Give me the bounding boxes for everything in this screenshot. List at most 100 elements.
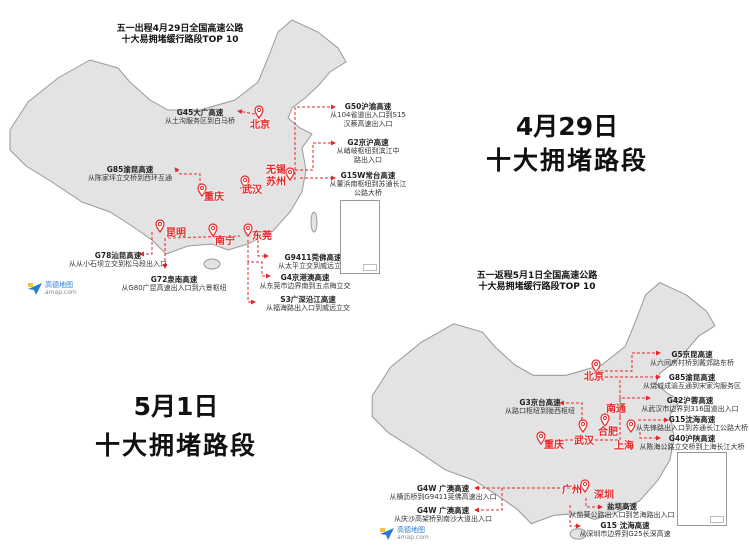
callout-g5: G5京昆高速 从六间房村桥到戴郊路东桥 — [650, 350, 734, 368]
callout-g2: G2京沪高速 从峭岐枢纽到滨江中 路出入口 — [337, 138, 400, 165]
road-section: 公路大桥 — [354, 189, 382, 197]
headline-429-date: 4月29日 — [515, 112, 619, 141]
city-label: 苏州 — [266, 177, 286, 188]
amap-logo: 高德地图 amap.com — [28, 282, 77, 296]
city-label: 武汉 — [242, 185, 262, 196]
logo-url: amap.com — [397, 534, 429, 541]
road-name: G5京昆高速 — [671, 350, 713, 359]
road-name: G4W 广澳高速 — [416, 484, 470, 493]
south-china-sea-inset — [340, 200, 380, 274]
map-pin-icon — [580, 478, 590, 494]
city-label: 南通 — [606, 404, 626, 415]
map-pin-icon — [578, 418, 588, 434]
road-section: 从横沥桥到G9411莞佛高速出入口 — [389, 493, 497, 501]
callout-g3: G3京台高速 从路口枢纽到陇西枢纽 — [505, 398, 575, 416]
map-501-title: 五一返程5月1日全国高速公路 十大易拥堵缓行路段TOP 10 — [477, 271, 598, 293]
city-label: 合肥 — [598, 427, 618, 438]
city-label: 北京 — [584, 372, 604, 383]
road-section: 汉蔡高速出入口 — [343, 120, 393, 128]
city-label: 重庆 — [544, 440, 564, 451]
road-name: G3京台高速 — [519, 398, 561, 407]
road-section: 从从小石坝立交到松马段出入口 — [69, 260, 167, 268]
road-name: G72泉南高速 — [150, 275, 198, 284]
callout-g50: G50沪渝高速 从104省道出入口到S15 汉蔡高速出入口 — [330, 102, 406, 129]
map-pin-icon — [208, 222, 218, 238]
road-section: 从武汉市边界到316国道出入口 — [641, 405, 739, 413]
road-name: G15W常台高速 — [340, 171, 396, 180]
scale-bar — [710, 516, 724, 523]
logo-url: amap.com — [45, 289, 77, 296]
road-section: 从东莞市边界南到五点梅立交 — [259, 282, 351, 290]
road-section: 从深圳市边界到G25长深高速 — [579, 530, 671, 538]
map-pin-icon — [240, 174, 250, 190]
road-section: 从先锋路出入口到苏通长江公路大桥 — [636, 424, 748, 432]
callout-g15-shenhai: G15 沈海高速 从深圳市边界到G25长深高速 — [579, 521, 670, 539]
amap-logo-icon — [28, 283, 42, 295]
road-section: 从盐葵公路出入口到艺海路出入口 — [569, 511, 675, 519]
callout-g4: G4京港澳高速 从东莞市边界南到五点梅立交 — [260, 273, 351, 291]
headline-501-date: 5月1日 — [133, 392, 219, 421]
callout-g40: G40沪陕高速 从陈海公路立交桥到上海长江大桥 — [640, 434, 745, 452]
map-429-title-line1: 五一出程4月29日全国高速公路 — [116, 24, 244, 34]
logo-name: 高德地图 — [45, 281, 73, 289]
callout-g72: G72泉南高速 从G80广昆高速出入口到六景枢纽 — [121, 275, 226, 293]
callout-g4w-1: G4W 广澳高速 从横沥桥到G9411莞佛高速出入口 — [389, 484, 496, 502]
map-429-title: 五一出程4月29日全国高速公路 十大易拥堵缓行路段TOP 10 — [117, 24, 244, 46]
map-429-outline — [9, 19, 347, 270]
map-pin-icon — [626, 418, 636, 434]
city-label: 广州 — [562, 485, 582, 496]
amap-logo: 高德地图 amap.com — [380, 527, 429, 541]
callout-g45: G45大广高速 从土沟服务区到白马桥 — [165, 108, 235, 126]
connector-lines — [139, 104, 669, 529]
map-pin-icon — [254, 104, 264, 120]
road-name: G42沪蓉高速 — [666, 396, 714, 405]
road-name: S3广深沿江高速 — [280, 295, 336, 304]
headline-501-label: 十大拥堵路段 — [94, 431, 258, 460]
city-label: 上海 — [614, 441, 634, 452]
map-429-title-line2: 十大易拥堵缓行路段TOP 10 — [121, 35, 239, 45]
road-section: 从土沟服务区到白马桥 — [165, 117, 235, 125]
road-section: 从太平立交到威远立交 — [278, 262, 348, 270]
map-pin-icon — [600, 412, 610, 428]
road-section: 从陈海公路立交桥到上海长江大桥 — [639, 443, 745, 451]
road-name: G45大广高速 — [176, 108, 224, 117]
city-label: 无锡 — [266, 165, 286, 176]
map-501-title-line2: 十大易拥堵缓行路段TOP 10 — [478, 282, 596, 292]
map-pin-icon — [197, 182, 207, 198]
road-section: 从福海路出入口到威远立交 — [266, 304, 350, 312]
city-label: 昆明 — [166, 228, 186, 239]
city-label: 北京 — [250, 120, 270, 131]
city-label: 重庆 — [204, 192, 224, 203]
road-section: 从庆沙高架桥到南沙大道出入口 — [394, 515, 492, 523]
road-name: 盐坝高速 — [607, 502, 637, 511]
road-name: G85渝昆高速 — [106, 165, 154, 174]
road-section: 从G80广昆高速出入口到六景枢纽 — [121, 284, 227, 292]
callout-g15: G15沈海高速 从先锋路出入口到苏通长江公路大桥 — [636, 415, 748, 433]
scale-bar — [363, 264, 377, 271]
callout-g15w: G15W常台高速 从董浜南枢纽到苏通长江 公路大桥 — [330, 171, 407, 198]
road-section: 从陈家坪立交桥到西环互通 — [88, 174, 172, 182]
map-501-title-line1: 五一返程5月1日全国高速公路 — [476, 271, 598, 281]
south-china-sea-inset — [677, 452, 727, 526]
road-name: G9411莞佛高速 — [284, 253, 342, 262]
callout-g42: G42沪蓉高速 从武汉市边界到316国道出入口 — [641, 396, 738, 414]
road-name: G2京沪高速 — [347, 138, 389, 147]
road-name: G15 沈海高速 — [600, 521, 650, 530]
road-name: G85渝昆高速 — [668, 373, 716, 382]
headline-429-label: 十大拥堵路段 — [485, 146, 649, 175]
road-name: G50沪渝高速 — [344, 102, 392, 111]
road-section: 从烧城成渝互通到宋家沟服务区 — [643, 382, 741, 390]
road-section: 从董浜南枢纽到苏通长江 — [329, 180, 407, 188]
amap-logo-icon — [380, 528, 394, 540]
road-section: 从路口枢纽到陇西枢纽 — [505, 407, 575, 415]
callout-s3: S3广深沿江高速 从福海路出入口到威远立交 — [266, 295, 350, 313]
city-label: 东莞 — [252, 231, 272, 242]
road-name: G4W 广澳高速 — [416, 506, 470, 515]
callout-yanba: 盐坝高速 从盐葵公路出入口到艺海路出入口 — [570, 502, 675, 520]
road-name: G78汕昆高速 — [94, 251, 142, 260]
city-label: 南宁 — [215, 236, 235, 247]
callout-g9411: G9411莞佛高速 从太平立交到威远立交 — [278, 253, 348, 271]
map-pin-icon — [591, 358, 601, 374]
city-label: 深圳 — [594, 490, 614, 501]
